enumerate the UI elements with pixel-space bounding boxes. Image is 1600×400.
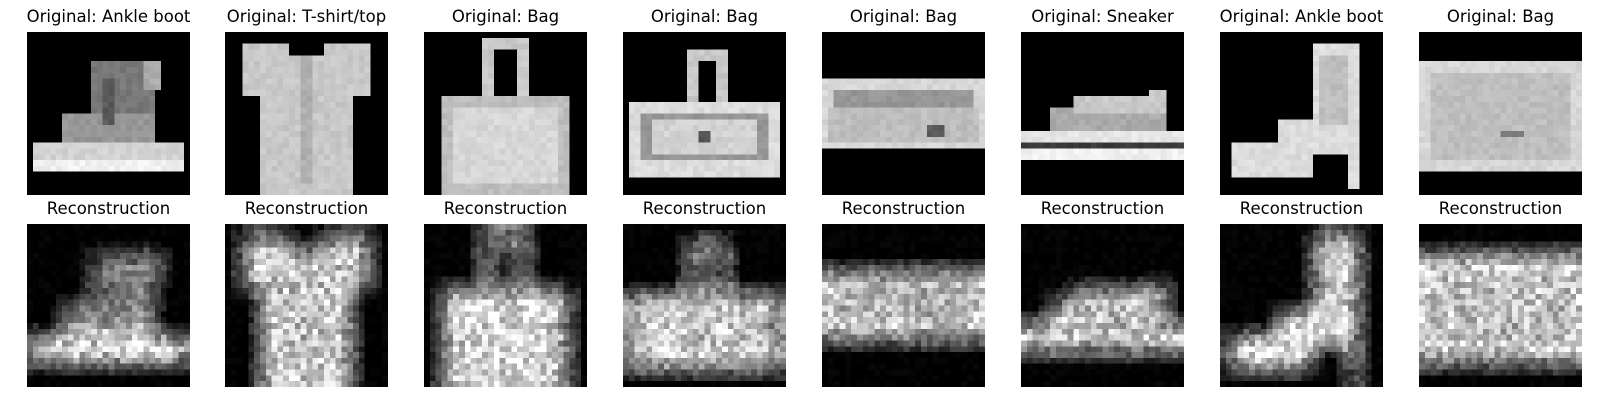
panel-title: Original: Bag — [1446, 7, 1555, 26]
original-image — [623, 32, 786, 195]
reconstruction-image — [225, 224, 388, 387]
original-image — [1419, 32, 1582, 195]
reconstruction-image — [424, 224, 587, 387]
panel-title: Original: Bag — [451, 7, 560, 26]
panel-title: Reconstruction — [1040, 199, 1165, 218]
panel-title: Original: Ankle boot — [1219, 7, 1384, 26]
original-image — [1220, 32, 1383, 195]
panel-title: Original: Sneaker — [1031, 7, 1174, 26]
panel-title: Reconstruction — [244, 199, 369, 218]
panel-title: Original: T-shirt/top — [226, 7, 387, 26]
panel-title: Reconstruction — [1239, 199, 1364, 218]
reconstruction-image — [1220, 224, 1383, 387]
panel-title: Original: Ankle boot — [26, 7, 191, 26]
reconstruction-image — [822, 224, 985, 387]
original-image — [424, 32, 587, 195]
original-image — [822, 32, 985, 195]
reconstruction-image — [1419, 224, 1582, 387]
panel-title: Reconstruction — [1438, 199, 1563, 218]
panel-title: Reconstruction — [642, 199, 767, 218]
original-image — [225, 32, 388, 195]
panel-title: Original: Bag — [650, 7, 759, 26]
reconstruction-image — [623, 224, 786, 387]
panel-title: Reconstruction — [46, 199, 171, 218]
reconstruction-image — [27, 224, 190, 387]
panel-title: Reconstruction — [443, 199, 568, 218]
panel-title: Original: Bag — [849, 7, 958, 26]
original-image — [27, 32, 190, 195]
reconstruction-image — [1021, 224, 1184, 387]
panel-title: Reconstruction — [841, 199, 966, 218]
original-image — [1021, 32, 1184, 195]
